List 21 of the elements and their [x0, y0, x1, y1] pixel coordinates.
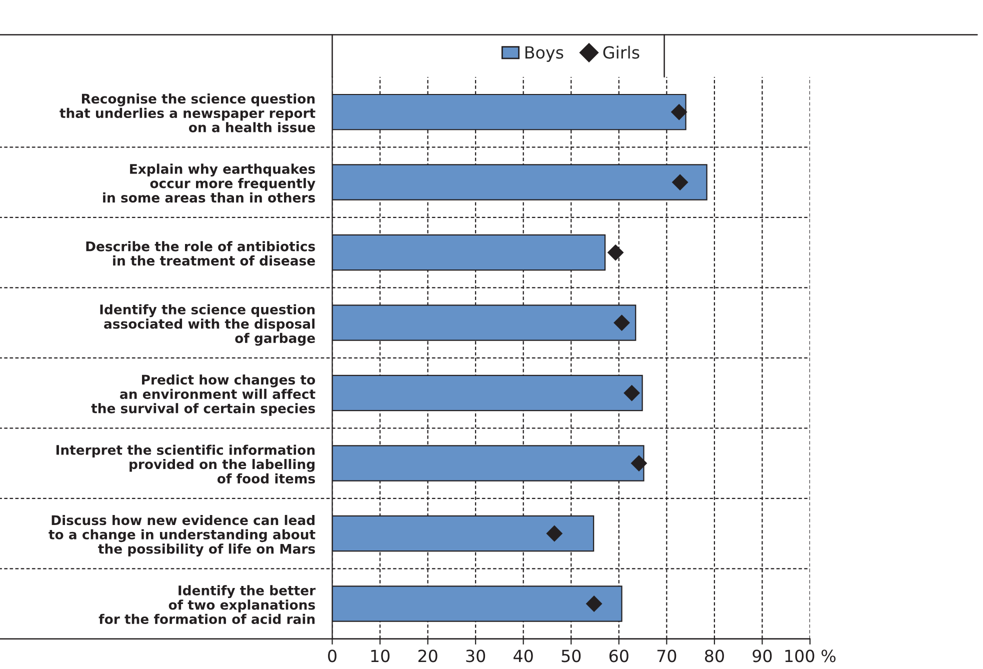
x-tick-label: 80	[704, 650, 724, 662]
x-tick-label: 20	[418, 650, 438, 662]
x-tick-label: 0	[328, 650, 336, 662]
y-tick-label: Identify the better of two explanations for the formation of acid rain	[98, 585, 316, 624]
x-tick-label: 40	[514, 650, 533, 662]
legend-label: Girls	[603, 46, 640, 59]
x-tick-label: 90	[752, 650, 772, 662]
y-tick-label: Explain why earthquakes occur more frequently in some areas than in others	[103, 164, 316, 203]
x-tick-label: 30	[466, 650, 486, 662]
y-tick-label: Recognise the science question that underlies a newspaper report on a health issue	[60, 93, 316, 132]
x-tick-label: 50	[562, 650, 581, 662]
x-tick-label: 70	[657, 650, 676, 662]
legend-label: Boys	[525, 46, 564, 62]
x-tick-label: 60	[609, 650, 628, 662]
y-tick-label: Discuss how new evidence can lead to a change in understanding about the possibility of life on Mars	[48, 514, 316, 556]
y-tick-label: Predict how changes to an environment will affect the survival of certain species	[91, 374, 316, 416]
x-tick-label: 10	[371, 650, 390, 662]
x-tick-label: 100 %	[785, 650, 836, 662]
y-tick-label: Interpret the scientific information provided on the labelling of food items	[56, 444, 315, 484]
y-tick-label: Identify the science question associated with the disposal of garbage	[100, 304, 315, 346]
y-tick-label: Describe the role of antibiotics in the treatment of disease	[86, 241, 315, 266]
